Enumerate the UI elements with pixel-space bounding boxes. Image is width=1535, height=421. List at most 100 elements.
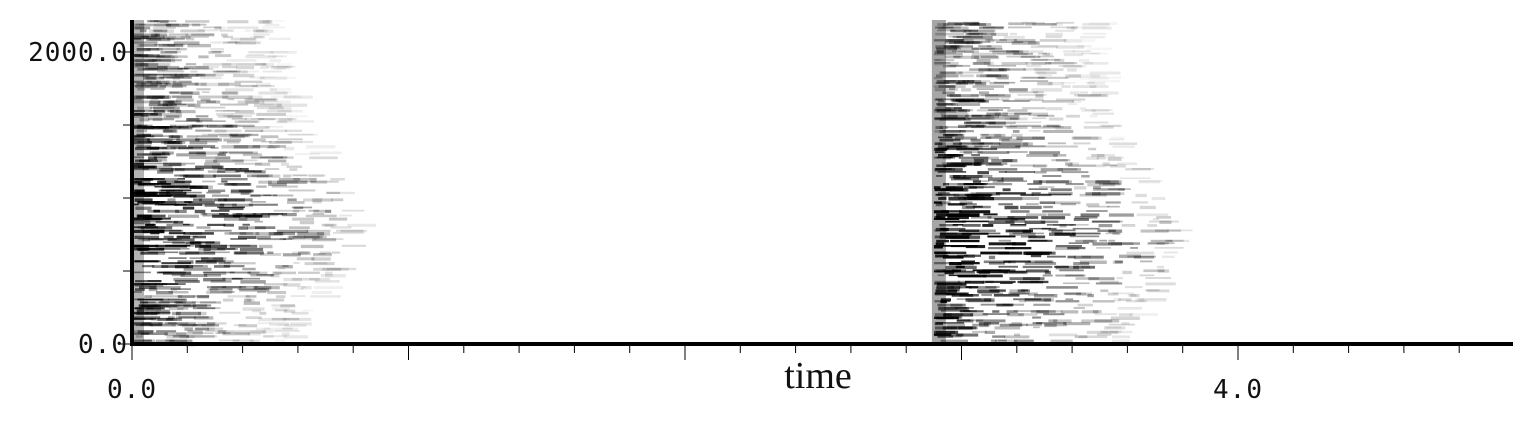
spectrogram-streak: [1067, 247, 1086, 250]
spectrogram-streak: [1045, 32, 1063, 37]
spectrogram-streak: [215, 54, 232, 58]
spectrogram-streak: [280, 304, 296, 308]
spectrogram-streak: [325, 274, 346, 278]
spectrogram-streak: [1026, 323, 1042, 327]
spectrogram-streak: [255, 63, 268, 66]
spectrogram-streak: [1108, 156, 1124, 159]
spectrogram-streak: [168, 257, 187, 259]
spectrogram-streak: [217, 330, 227, 334]
spectrogram-streak: [229, 271, 251, 274]
spectrogram-streak: [935, 45, 957, 49]
spectrogram-streak: [974, 162, 982, 166]
spectrogram-streak: [132, 100, 161, 104]
spectrogram-streak: [177, 304, 191, 306]
spectrogram-streak: [942, 188, 950, 191]
spectrogram-streak: [250, 194, 278, 197]
spectrogram-streak: [999, 39, 1017, 41]
spectrogram-streak: [1043, 298, 1054, 302]
spectrogram-streak: [309, 180, 339, 183]
spectrogram-streak: [1033, 303, 1051, 306]
spectrogram-streak: [138, 238, 164, 241]
spectrogram-streak: [1122, 270, 1133, 275]
spectrogram-streak: [191, 124, 203, 128]
spectrogram-streak: [227, 140, 240, 144]
spectrogram-streak: [210, 280, 232, 283]
spectrogram-streak: [185, 241, 203, 245]
spectrogram-streak: [148, 156, 157, 160]
spectrogram-streak: [178, 146, 203, 150]
spectrogram-streak: [1074, 94, 1101, 97]
spectrogram-streak: [1034, 294, 1058, 298]
spectrogram-streak: [939, 201, 951, 205]
spectrogram-streak: [175, 301, 196, 304]
spectrogram-streak: [1114, 260, 1124, 264]
spectrogram-streak: [947, 216, 969, 220]
spectrogram-streak: [952, 175, 961, 179]
spectrogram-streak: [994, 112, 1008, 116]
spectrogram-streak: [942, 326, 973, 330]
spectrogram-streak: [326, 267, 357, 271]
spectrogram-streak: [262, 70, 282, 73]
spectrogram-streak: [1086, 330, 1119, 334]
spectrogram-streak: [1091, 154, 1105, 157]
spectrogram-streak: [273, 51, 289, 53]
spectrogram-streak: [165, 339, 175, 342]
spectrogram-streak: [939, 117, 971, 121]
spectrogram-streak: [309, 277, 331, 281]
spectrogram-streak: [185, 33, 215, 37]
spectrogram-streak: [150, 35, 176, 39]
spectrogram-streak: [269, 88, 277, 92]
spectrogram-streak: [260, 129, 288, 133]
spectrogram-streak: [275, 140, 302, 144]
spectrogram-streak: [946, 94, 961, 97]
spectrogram-streak: [972, 85, 1004, 88]
spectrogram-streak: [219, 213, 229, 215]
spectrogram-streak: [1121, 224, 1136, 227]
spectrogram-streak: [205, 159, 218, 163]
spectrogram-streak: [147, 251, 179, 254]
spectrogram-streak: [1026, 213, 1047, 217]
spectrogram-streak: [169, 67, 189, 70]
spectrogram-streak: [980, 55, 998, 59]
spectrogram-streak: [1036, 310, 1049, 314]
spectrogram-streak: [1003, 260, 1031, 263]
spectrogram-streak: [998, 142, 1029, 146]
spectrogram-streak: [135, 159, 158, 162]
spectrogram-streak: [139, 29, 147, 33]
spectrogram-streak: [147, 37, 175, 41]
spectrogram-streak: [233, 145, 261, 149]
spectrogram-streak: [173, 73, 183, 77]
spectrogram-streak: [242, 153, 263, 157]
spectrogram-streak: [296, 257, 315, 261]
spectrogram-streak: [215, 110, 235, 112]
spectrogram-streak: [133, 322, 163, 325]
spectrogram-streak: [957, 81, 983, 85]
spectrogram-streak: [950, 98, 974, 102]
spectrogram-streak: [1010, 218, 1018, 221]
spectrogram-streak: [204, 229, 232, 232]
spectrogram-streak: [324, 223, 334, 227]
spectrogram-streak: [1013, 52, 1033, 56]
spectrogram-streak: [161, 183, 175, 187]
spectrogram-streak: [167, 43, 176, 47]
spectrogram-streak: [260, 84, 272, 87]
spectrogram-streak: [189, 156, 216, 159]
spectrogram-streak: [203, 271, 227, 275]
spectrogram-streak: [988, 109, 1003, 111]
spectrogram-streak: [1011, 303, 1025, 306]
spectrogram-streak: [952, 224, 964, 226]
spectrogram-streak: [134, 235, 160, 239]
spectrogram-streak: [1006, 55, 1036, 58]
spectrogram-streak: [935, 107, 952, 111]
spectrogram-streak: [944, 270, 954, 275]
spectrogram-streak: [262, 20, 270, 24]
spectrogram-streak: [201, 133, 232, 136]
spectrogram-streak: [150, 311, 170, 315]
spectrogram-streak: [978, 322, 1000, 325]
spectrogram-streak: [136, 162, 168, 165]
spectrogram-streak: [135, 324, 163, 327]
spectrogram-streak: [1101, 330, 1133, 334]
spectrogram-streak: [217, 115, 242, 118]
spectrogram-streak: [140, 301, 156, 304]
spectrogram-streak: [148, 288, 158, 292]
